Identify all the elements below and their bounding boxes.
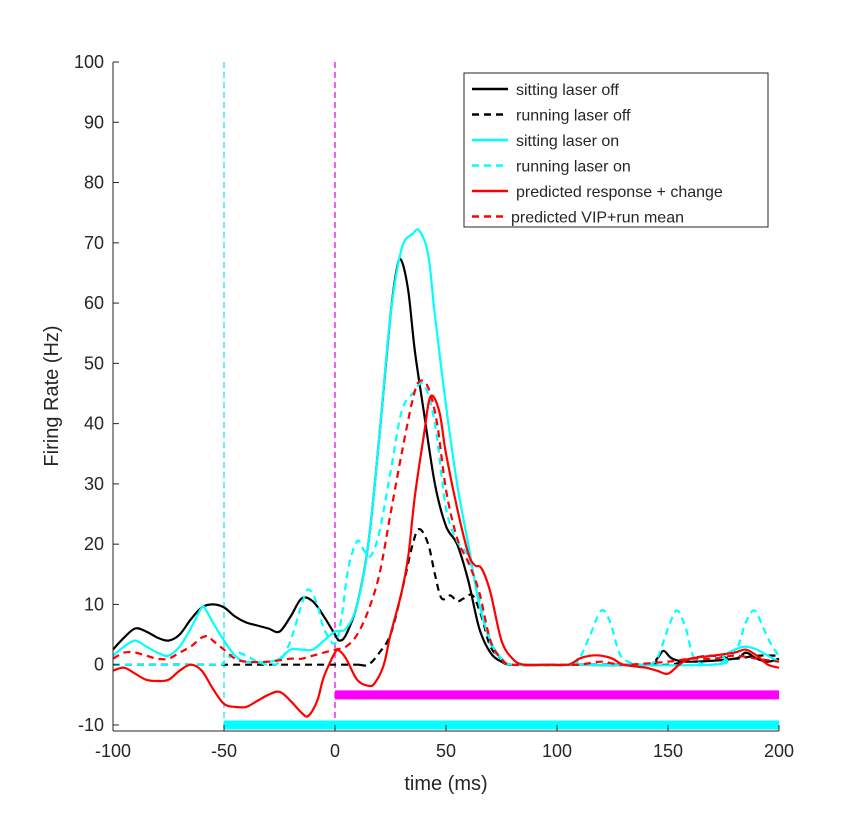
y-tick-label: 10 [84, 594, 104, 614]
x-tick-label: 100 [542, 741, 572, 761]
y-tick-label: 80 [84, 173, 104, 193]
y-tick-label: 0 [94, 655, 104, 675]
legend-label: predicted VIP+run mean [511, 210, 684, 227]
series-line [112, 394, 780, 718]
x-tick-label: 50 [436, 741, 456, 761]
y-axis-title: Firing Rate (Hz) [41, 325, 63, 466]
y-tick-label: 40 [84, 414, 104, 434]
y-tick-label: -10 [78, 715, 104, 735]
x-tick-label: -50 [211, 741, 237, 761]
y-tick-label: 100 [74, 52, 104, 72]
y-tick-label: 30 [84, 474, 104, 494]
x-axis-title: time (ms) [404, 773, 487, 795]
x-tick-label: 150 [653, 741, 683, 761]
legend-label: sitting laser on [516, 133, 619, 150]
vertical-reference-lines [223, 62, 336, 731]
legend-label: running laser off [516, 108, 631, 125]
x-tick-label: 0 [330, 741, 340, 761]
x-ticks: -100 -50 0 50 100 150 200 [95, 725, 794, 761]
y-ticks: -10 0 10 20 30 40 50 60 70 80 90 100 [74, 52, 119, 735]
series-lines [112, 228, 780, 718]
x-tick-label: 200 [764, 741, 794, 761]
laser-bars [224, 690, 779, 730]
y-tick-label: 60 [84, 293, 104, 313]
legend-label: sitting laser off [516, 82, 619, 99]
series-line [112, 379, 780, 667]
y-tick-label: 90 [84, 112, 104, 132]
y-tick-label: 50 [84, 353, 104, 373]
legend-label: predicted response + change [516, 184, 723, 201]
legend-label: running laser on [516, 159, 631, 176]
y-tick-label: 20 [84, 534, 104, 554]
legend-box [463, 72, 769, 228]
x-tick-label: -100 [95, 741, 131, 761]
series-line [112, 381, 780, 667]
legend: sitting laser off running laser off sittin… [463, 72, 769, 228]
y-tick-label: 70 [84, 233, 104, 253]
